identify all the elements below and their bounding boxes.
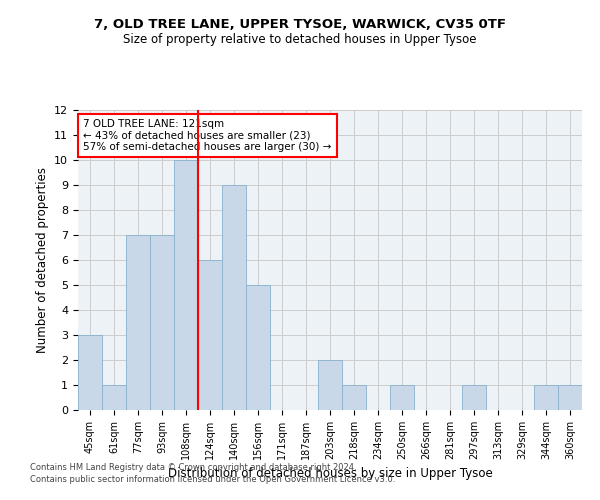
Bar xyxy=(390,385,414,410)
Bar xyxy=(126,235,150,410)
Bar xyxy=(78,335,102,410)
Text: Contains HM Land Registry data © Crown copyright and database right 2024.: Contains HM Land Registry data © Crown c… xyxy=(30,464,356,472)
X-axis label: Distribution of detached houses by size in Upper Tysoe: Distribution of detached houses by size … xyxy=(167,468,493,480)
Bar xyxy=(318,360,342,410)
Bar xyxy=(102,385,126,410)
Bar xyxy=(462,385,486,410)
Bar xyxy=(198,260,222,410)
Bar xyxy=(150,235,174,410)
Bar xyxy=(558,385,582,410)
Text: Size of property relative to detached houses in Upper Tysoe: Size of property relative to detached ho… xyxy=(123,32,477,46)
Bar xyxy=(174,160,198,410)
Y-axis label: Number of detached properties: Number of detached properties xyxy=(35,167,49,353)
Bar xyxy=(246,285,270,410)
Text: Contains public sector information licensed under the Open Government Licence v3: Contains public sector information licen… xyxy=(30,474,395,484)
Bar xyxy=(534,385,558,410)
Bar xyxy=(342,385,366,410)
Text: 7 OLD TREE LANE: 121sqm
← 43% of detached houses are smaller (23)
57% of semi-de: 7 OLD TREE LANE: 121sqm ← 43% of detache… xyxy=(83,119,331,152)
Text: 7, OLD TREE LANE, UPPER TYSOE, WARWICK, CV35 0TF: 7, OLD TREE LANE, UPPER TYSOE, WARWICK, … xyxy=(94,18,506,30)
Bar xyxy=(222,185,246,410)
